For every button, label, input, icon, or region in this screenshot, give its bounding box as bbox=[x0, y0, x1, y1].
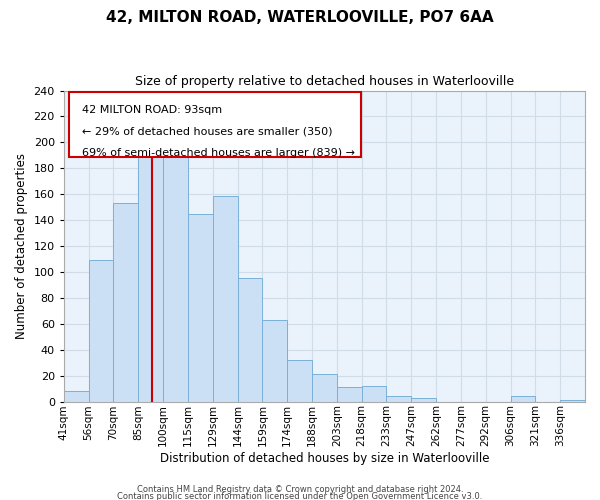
Text: Contains public sector information licensed under the Open Government Licence v3: Contains public sector information licen… bbox=[118, 492, 482, 500]
Text: 42 MILTON ROAD: 93sqm: 42 MILTON ROAD: 93sqm bbox=[82, 104, 222, 115]
Bar bbox=[511, 396, 535, 402]
X-axis label: Distribution of detached houses by size in Waterlooville: Distribution of detached houses by size … bbox=[160, 452, 489, 465]
Bar bbox=[138, 148, 163, 402]
Text: Contains HM Land Registry data © Crown copyright and database right 2024.: Contains HM Land Registry data © Crown c… bbox=[137, 485, 463, 494]
Bar bbox=[238, 278, 262, 402]
Bar bbox=[262, 320, 287, 402]
Bar bbox=[560, 400, 585, 402]
Y-axis label: Number of detached properties: Number of detached properties bbox=[15, 153, 28, 339]
Bar bbox=[337, 388, 362, 402]
Bar bbox=[213, 196, 238, 402]
Bar bbox=[163, 148, 188, 402]
Bar bbox=[113, 204, 138, 402]
Text: ← 29% of detached houses are smaller (350): ← 29% of detached houses are smaller (35… bbox=[82, 126, 332, 136]
Bar bbox=[386, 396, 411, 402]
Bar bbox=[362, 386, 386, 402]
Bar bbox=[188, 214, 213, 402]
Title: Size of property relative to detached houses in Waterlooville: Size of property relative to detached ho… bbox=[135, 75, 514, 88]
Text: 69% of semi-detached houses are larger (839) →: 69% of semi-detached houses are larger (… bbox=[82, 148, 355, 158]
Text: 42, MILTON ROAD, WATERLOOVILLE, PO7 6AA: 42, MILTON ROAD, WATERLOOVILLE, PO7 6AA bbox=[106, 10, 494, 25]
Bar bbox=[411, 398, 436, 402]
Bar bbox=[64, 391, 89, 402]
FancyBboxPatch shape bbox=[69, 92, 361, 158]
Bar bbox=[287, 360, 312, 402]
Bar bbox=[89, 260, 113, 402]
Bar bbox=[312, 374, 337, 402]
